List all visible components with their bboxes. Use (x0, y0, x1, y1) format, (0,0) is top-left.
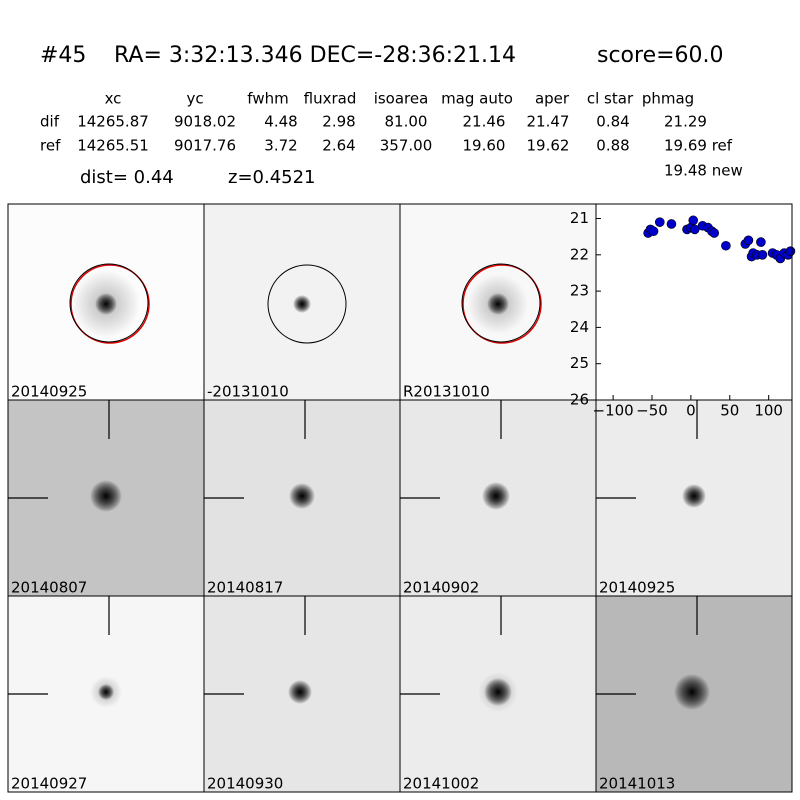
x-tick-label: 0 (686, 402, 696, 420)
table-cell: 14265.51 (77, 137, 149, 155)
stamp-label: 20140925 (599, 579, 675, 597)
stamp-label: R20131010 (403, 383, 490, 401)
row-label: ref (40, 137, 61, 155)
table-cell: 4.48 (264, 113, 297, 131)
x-tick-label: −100 (593, 402, 634, 420)
data-point (756, 237, 766, 247)
table-cell: 21.46 (463, 113, 506, 131)
table-cell: 2.64 (322, 137, 355, 155)
data-point (654, 217, 665, 227)
dist: dist= 0.44 (80, 167, 174, 188)
y-tick-label: 23 (570, 282, 589, 300)
data-point (709, 228, 720, 238)
data-point (743, 235, 754, 246)
table-cell: 21.47 (527, 113, 570, 131)
data-point (666, 219, 677, 229)
score: score=60.0 (597, 43, 724, 68)
table-cell: 0.84 (596, 113, 629, 131)
candidate-id: #45 (40, 43, 86, 68)
coordinates: RA= 3:32:13.346 DEC=-28:36:21.14 (114, 43, 516, 68)
y-tick-label: 24 (570, 318, 589, 336)
stamp-label: 20141002 (403, 775, 479, 793)
column-header: xc (105, 90, 122, 108)
stamp-label: -20131010 (207, 383, 289, 401)
y-tick-label: 22 (570, 245, 589, 263)
stamp-label: 20140927 (11, 775, 87, 793)
plot-frame (595, 203, 793, 401)
table-cell: 14265.87 (77, 113, 149, 131)
table-cell: 9018.02 (174, 113, 236, 131)
stamp-label: 20140925 (11, 383, 87, 401)
data-point (648, 226, 659, 237)
data-point (721, 240, 731, 251)
data-point (688, 215, 699, 226)
column-header: phmag (642, 90, 694, 108)
stamps (7, 203, 793, 793)
table-cell: 21.29 (664, 113, 707, 131)
table-cell: 9017.76 (174, 137, 236, 155)
y-tick-label: 26 (570, 391, 589, 409)
column-header: mag auto (441, 90, 513, 108)
table-cell: 2.98 (322, 113, 355, 131)
column-header: fluxrad (304, 90, 357, 108)
data-point (757, 250, 768, 260)
column-header: isoarea (374, 90, 429, 108)
data-point (689, 224, 700, 235)
stamp-label: 20141013 (599, 775, 675, 793)
table-cell: 3.72 (264, 137, 297, 155)
x-tick-label: 50 (720, 402, 739, 420)
x-tick-label: −50 (636, 402, 668, 420)
column-header: yc (186, 90, 203, 108)
stamp-label: 20140817 (207, 579, 283, 597)
y-tick-label: 25 (570, 354, 589, 372)
table-cell: 0.88 (596, 137, 629, 155)
phmag-new: 19.48 new (664, 162, 743, 180)
table-cell: 19.69 ref (664, 137, 733, 155)
data-point (785, 246, 796, 256)
table-cell: 81.00 (385, 113, 428, 131)
column-header: cl star (587, 90, 634, 108)
redshift: z=0.4521 (228, 167, 316, 188)
x-tick-label: 100 (754, 402, 783, 420)
stamp-label: 20140902 (403, 579, 479, 597)
stamp-label: 20140807 (11, 579, 87, 597)
table-cell: 19.62 (527, 137, 570, 155)
table-cell: 357.00 (380, 137, 433, 155)
stamp-label: 20140930 (207, 775, 283, 793)
y-tick-label: 21 (570, 209, 589, 227)
column-header: aper (535, 90, 570, 108)
table-cell: 19.60 (463, 137, 506, 155)
row-label: dif (40, 113, 60, 131)
column-header: fwhm (247, 90, 288, 108)
